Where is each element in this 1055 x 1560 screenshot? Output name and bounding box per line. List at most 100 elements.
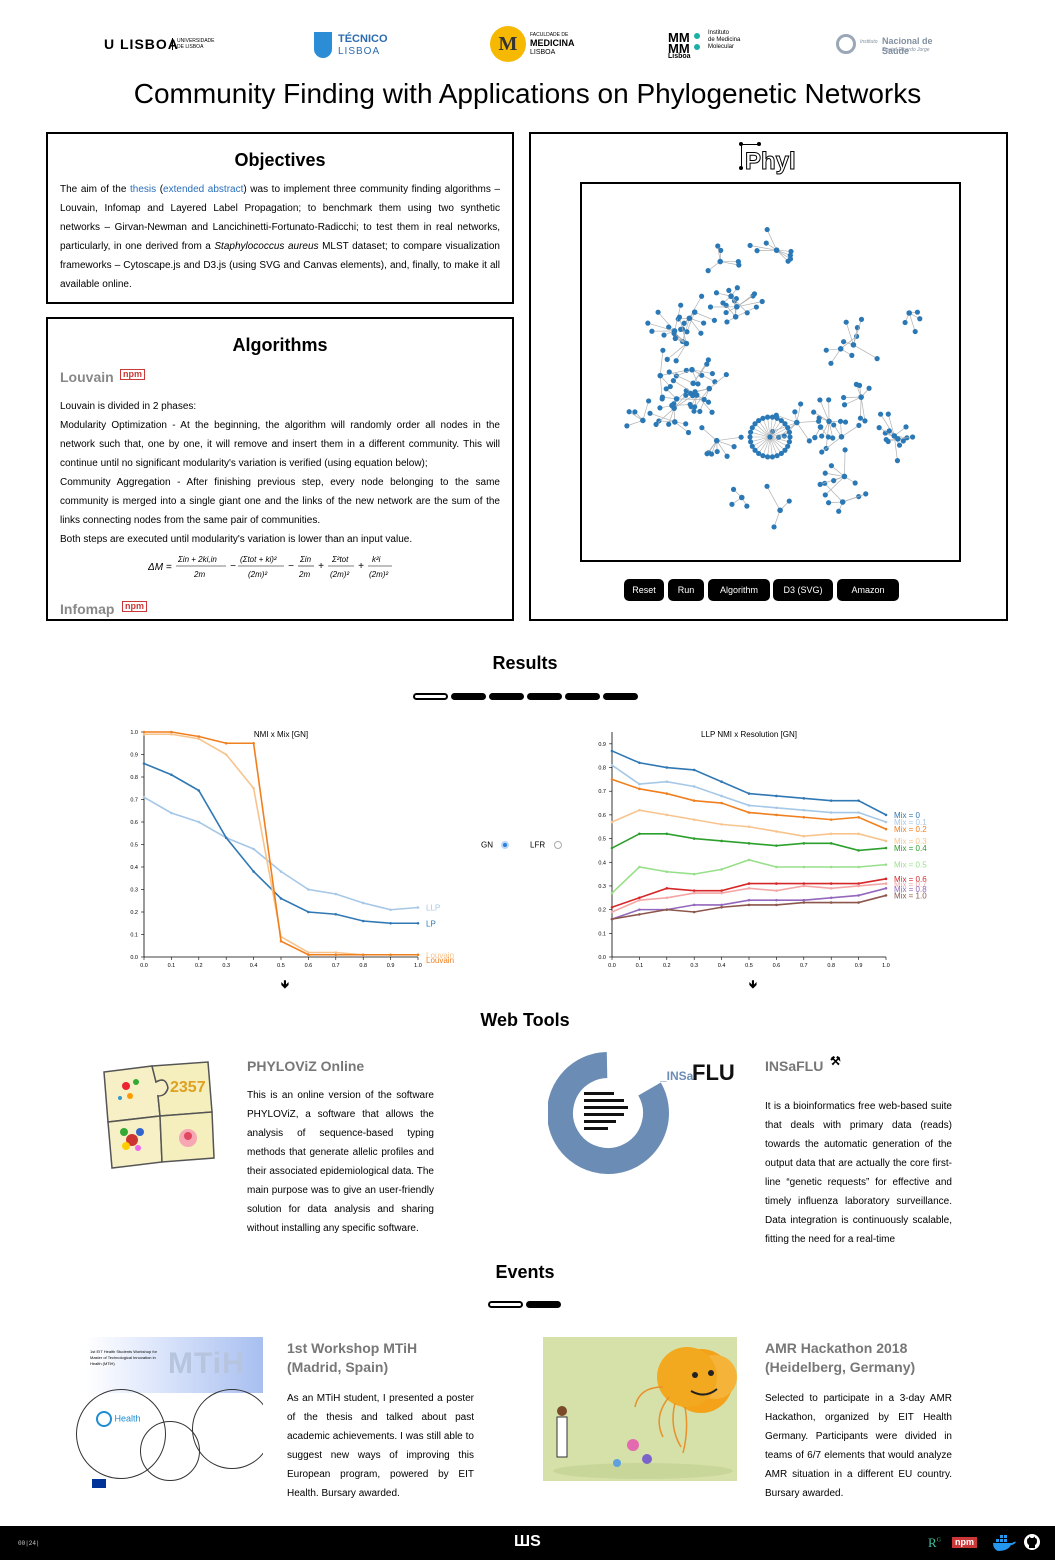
results-title: Results [492,653,558,673]
tecnico-city: LISBOA [338,46,381,57]
chart2-point [747,804,751,807]
insaflu-title[interactable]: INSaFLU [765,1058,824,1074]
results-slide-1[interactable] [413,693,448,700]
network-node [753,304,760,310]
radio-lfr-label: LFR [530,840,546,850]
mtih-image[interactable]: 1st EIT Health Students Workshop for Mas… [76,1337,263,1497]
network-edge [642,400,649,421]
insaflu-text-wrap: It is a bioinformatics free web-based su… [765,1097,952,1247]
network-node [717,258,724,265]
network-node [709,370,716,377]
events-slide-1[interactable] [488,1301,523,1308]
network-node [831,422,837,428]
insaflu-logo-prefix: _INSa [659,1069,694,1083]
network-node [661,332,667,338]
results-slide-3[interactable] [489,693,524,700]
chart1-point [334,892,338,896]
chart2-point [802,842,806,845]
reset-button[interactable]: Reset [624,579,664,601]
thesis-link[interactable]: thesis [129,184,157,195]
insa-subtitle: Doutor Ricardo Jorge [882,47,930,53]
network-edge [686,311,696,332]
network-node [817,397,823,403]
chart2-point [775,865,778,869]
insaflu-logo-image[interactable]: _INSa FLU [548,1052,740,1174]
chart1-y-tick-label: 0.8 [130,775,138,781]
radio-lfr-dot[interactable] [553,840,562,849]
infomap-npm-link[interactable]: npm [122,601,147,612]
mtih-banner [86,1337,263,1393]
amr-hackathon-image[interactable] [543,1337,737,1481]
network-node [705,357,711,363]
network-edge [767,436,771,457]
radio-lfr[interactable]: LFR [530,836,562,850]
renderer-button[interactable]: D3 (SVG) [773,579,833,601]
amr-title[interactable]: AMR Hackathon 2018 [765,1340,908,1356]
chart2-point [720,839,723,843]
network-node [912,328,918,335]
npm-icon[interactable]: npm [952,1537,977,1548]
mtih-title[interactable]: 1st Workshop MTiH [287,1340,418,1356]
logo-imm[interactable]: MM MM Instituto de Medicina Molecular Lis… [668,30,758,64]
network-edge [769,436,790,443]
chart2-point [665,832,669,836]
network-node [771,524,777,530]
radio-gn[interactable]: GN [481,836,510,849]
chart2-series-label: Mix = 1.0 [894,891,927,900]
chart2-point [720,889,723,892]
chart1-point [170,811,173,815]
chart1-download-arrow-icon[interactable]: 🡻 [281,979,289,991]
chart2-point [884,887,888,890]
run-button[interactable]: Run [668,579,704,601]
events-slide-2[interactable] [526,1301,561,1308]
extended-abstract-link[interactable]: extended abstract [163,184,244,195]
imm-mark-icon: MM MM [668,30,690,56]
network-edge [821,436,842,453]
louvain-npm-link[interactable]: npm [120,369,145,380]
phyloviz-title[interactable]: PHYLOViZ Online [247,1058,365,1074]
results-slide-5[interactable] [565,693,600,700]
logo-insa[interactable]: Instituto Nacional de Saúde Doutor Ricar… [836,34,956,58]
docker-icon[interactable] [992,1535,1016,1551]
chart1-point [170,773,173,777]
algorithm-button[interactable]: Algorithm [708,579,770,601]
chart2-x-tick-label: 0.8 [827,963,835,969]
chart1-point [334,912,338,916]
network-graph[interactable] [582,184,959,560]
logo-tecnico[interactable]: TÉCNICO LISBOA [314,30,404,60]
results-slide-6[interactable] [603,693,638,700]
insaflu-tools-icon[interactable]: ⚒ [830,1054,841,1068]
dataset-button[interactable]: Amazon [837,579,899,601]
researchgate-icon[interactable]: RG [928,1535,942,1550]
phyl-logo: Phyl [737,140,807,176]
chart2-point [884,813,888,817]
network-edge [692,363,708,384]
chart2-point [747,811,751,814]
network-node [724,319,730,325]
footer-logo[interactable]: ШS [514,1533,541,1550]
phyloviz-puzzle-image[interactable]: 2357 [96,1052,224,1176]
logo-medicina[interactable]: M FACULDADE DE MEDICINA LISBOA [490,26,580,64]
network-edge [819,399,830,422]
network-node [826,418,832,425]
network-node [663,386,669,392]
logo-ulisboa[interactable]: U LISBOA UNIVERSIDADE DE LISBOA [104,34,215,58]
page-title: Community Finding with Applications on P… [133,78,922,109]
network-node [656,418,662,424]
network-node [769,414,776,420]
results-slide-4[interactable] [527,693,562,700]
chart2-point [802,834,806,838]
chart2-download-arrow-icon[interactable]: 🡻 [749,979,757,991]
network-edge [772,422,797,432]
chart2-series-label: Mix = 0.5 [894,861,927,870]
chart2-point [775,794,778,798]
svg-text:Σin: Σin [299,555,312,564]
results-slide-2[interactable] [451,693,486,700]
github-icon[interactable] [1024,1534,1040,1550]
network-node [822,480,828,486]
radio-gn-dot[interactable] [501,840,510,849]
chart2-point [802,808,806,812]
network-canvas[interactable] [580,182,961,562]
network-node [858,316,865,322]
chart2-point [747,842,751,845]
